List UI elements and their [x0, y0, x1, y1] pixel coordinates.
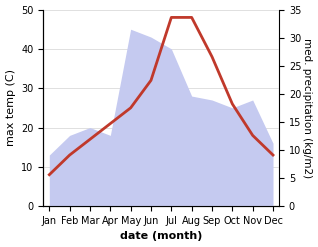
- Y-axis label: max temp (C): max temp (C): [5, 69, 16, 146]
- X-axis label: date (month): date (month): [120, 231, 202, 242]
- Y-axis label: med. precipitation (kg/m2): med. precipitation (kg/m2): [302, 38, 313, 178]
